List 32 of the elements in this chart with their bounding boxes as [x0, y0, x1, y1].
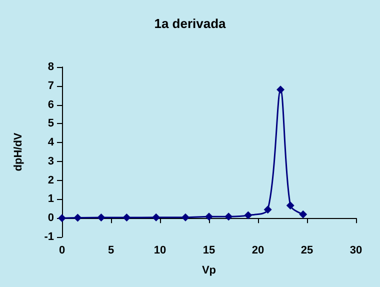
point — [224, 212, 233, 221]
point — [74, 214, 82, 222]
point — [244, 211, 252, 220]
point — [299, 210, 308, 218]
y-tick-label: 3 — [48, 155, 54, 168]
point — [276, 86, 285, 94]
point — [205, 212, 213, 221]
x-tick-label: 5 — [108, 244, 114, 256]
y-tick-label: 8 — [48, 61, 54, 73]
y-tick-label: 4 — [48, 136, 55, 149]
y-tick-label: 2 — [48, 174, 54, 186]
point — [286, 201, 294, 210]
x-tick-label: 0 — [58, 244, 66, 256]
x-axis-title: Vp — [202, 264, 216, 276]
x-tick-label: 20 — [252, 244, 264, 256]
x-tick-label: 10 — [154, 244, 166, 256]
y-axis-title: dpH/dV — [12, 132, 24, 172]
point — [264, 206, 272, 214]
y-tick-label: 7 — [48, 80, 54, 92]
x-tick-label: 25 — [300, 244, 314, 256]
point — [97, 214, 106, 222]
y-tick-label: 1 — [48, 193, 54, 206]
y-tick-label: 6 — [48, 98, 54, 111]
y-tick-label: 0 — [48, 212, 54, 224]
y-tick-label: -1 — [44, 231, 54, 243]
x-tick-label: 30 — [350, 244, 362, 256]
chart-title: 1a derivada — [154, 16, 227, 31]
y-tick-label: 5 — [48, 118, 54, 130]
point — [122, 214, 131, 222]
x-tick-label: 15 — [202, 244, 216, 256]
point — [152, 213, 160, 222]
point — [181, 213, 190, 222]
